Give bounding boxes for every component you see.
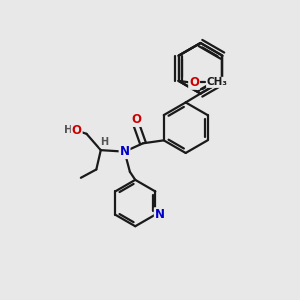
Text: N: N bbox=[120, 145, 130, 158]
Text: CH₃: CH₃ bbox=[207, 77, 228, 87]
Text: O: O bbox=[72, 124, 82, 137]
Text: H: H bbox=[64, 125, 73, 135]
Text: O: O bbox=[131, 113, 141, 126]
Text: O: O bbox=[189, 76, 199, 89]
Text: H: H bbox=[100, 137, 108, 147]
Text: N: N bbox=[155, 208, 165, 221]
